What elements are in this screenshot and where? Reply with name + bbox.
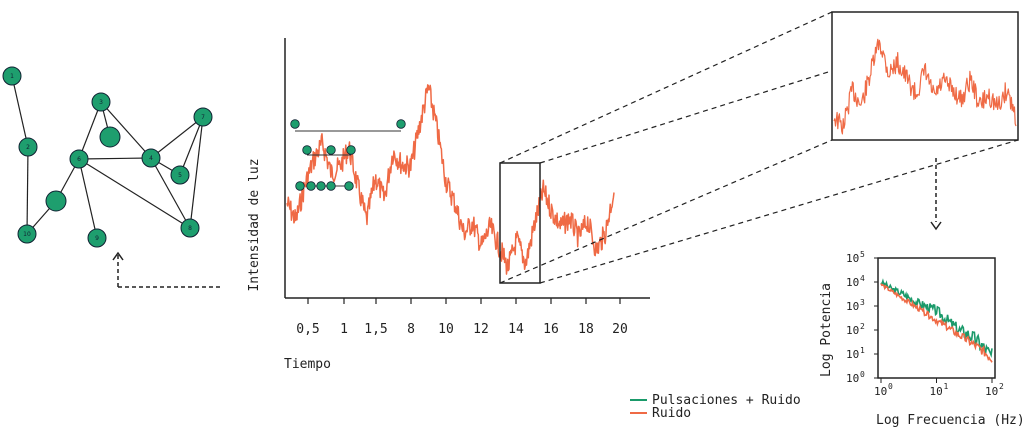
spike-marker — [326, 145, 336, 155]
network-edge — [26, 146, 29, 235]
network-node — [91, 92, 111, 112]
time-series-line — [286, 84, 615, 275]
x-tick-label: 0,5 — [296, 322, 319, 337]
network-node-label: 2 — [26, 144, 30, 151]
x-tick-label: 10 — [438, 322, 454, 337]
spectrum-frame — [877, 257, 996, 379]
x-tick-label: 20 — [612, 322, 628, 337]
spectrum-y-tick-label: 10 — [846, 276, 859, 289]
spectrum-y-tick-exp: 2 — [860, 322, 865, 331]
inset-down-arrowhead — [930, 221, 942, 231]
spectrum-y-tick-label: 10 — [846, 324, 859, 337]
network-node-label: 3 — [99, 99, 103, 106]
y-axis-label: Intensidad de luz — [247, 158, 262, 291]
network-edge — [100, 101, 152, 159]
x-tick-label: 16 — [543, 322, 559, 337]
network-edge — [179, 116, 204, 176]
network-link-arrowhead — [112, 251, 124, 261]
network-node — [193, 107, 213, 127]
spectrum-y-tick-label: 10 — [846, 348, 859, 361]
spectrum-x-label: Log Frecuencia (Hz) — [876, 413, 1024, 428]
network-edge — [78, 158, 191, 229]
spectrum-y-label: Log Potencia — [819, 283, 834, 377]
network-node-label: 10 — [23, 231, 31, 238]
spectrum-y-tick-label: 10 — [846, 300, 859, 313]
spectrum-x-tick-exp: 2 — [999, 382, 1004, 391]
network-edge — [78, 101, 102, 160]
x-tick-label: 12 — [473, 322, 489, 337]
network-node-label: 7 — [201, 114, 205, 121]
spike-markers — [290, 119, 406, 191]
zoom-inset-line — [833, 38, 1017, 135]
x-tick-label: 1 — [340, 322, 348, 337]
time-series-ticks: 0,5 1 1,5 8 10 12 14 16 18 20 — [296, 298, 628, 337]
network-node — [17, 224, 37, 244]
spike-marker — [346, 145, 356, 155]
x-tick-label: 8 — [407, 322, 415, 337]
legend-label: Pulsaciones + Ruido — [652, 393, 801, 408]
zoom-inset-frame — [831, 11, 1019, 141]
spike-marker — [302, 145, 312, 155]
network-node-label: 1 — [10, 73, 14, 80]
spike-marker — [290, 119, 300, 129]
network-edge — [150, 116, 204, 159]
network-graph: 1 2 10 3 6 9 4 5 7 8 — [2, 66, 213, 248]
x-tick-label: 1,5 — [364, 322, 387, 337]
x-axis-label: Tiempo — [284, 357, 331, 372]
zoom-selection-box — [499, 162, 541, 284]
network-node — [87, 228, 107, 248]
time-series-trace — [286, 84, 615, 275]
network-node — [99, 126, 121, 148]
network-node — [141, 148, 161, 168]
x-tick-label: 18 — [578, 322, 594, 337]
network-node-label: 8 — [188, 225, 192, 232]
spectrum-y-tick-exp: 5 — [860, 250, 865, 259]
spectrum-x-tick-exp: 0 — [888, 382, 893, 391]
network-node-label: 6 — [77, 156, 81, 163]
network-node — [2, 66, 22, 86]
spectrum-x-tick-label: 10 — [930, 385, 943, 398]
legend-label: Ruido — [652, 406, 691, 421]
spectrum-x-tick-label: 10 — [874, 385, 887, 398]
power-spectrum — [880, 278, 993, 363]
spectrum-y-tick-exp: 1 — [860, 346, 865, 355]
spike-marker — [396, 119, 406, 129]
spectrum-y-tick-label: 10 — [846, 372, 859, 385]
network-edge — [11, 75, 29, 148]
network-node — [18, 137, 38, 157]
spectrum-y-tick-exp: 4 — [860, 274, 865, 283]
spectrum-series — [880, 283, 993, 363]
network-node-label: 5 — [178, 172, 182, 179]
network-edge — [78, 157, 152, 160]
network-node — [170, 165, 190, 185]
spike-marker — [306, 181, 316, 191]
spike-marker — [344, 181, 354, 191]
network-edge — [189, 116, 204, 229]
zoom-inset-trace — [833, 38, 1017, 135]
spike-marker — [295, 181, 305, 191]
spectrum-series — [880, 278, 993, 359]
spectrum-y-tick-exp: 0 — [860, 370, 865, 379]
network-edge — [150, 157, 191, 229]
spectrum-x-tick-exp: 1 — [944, 382, 949, 391]
time-series-axes — [284, 38, 650, 299]
spectrum-x-tick-label: 10 — [985, 385, 998, 398]
network-node — [180, 218, 200, 238]
spectrum-y-tick-exp: 3 — [860, 298, 865, 307]
network-node — [69, 149, 89, 169]
network-node-label: 9 — [95, 235, 99, 242]
spectrum-ticks: 10 010 110 210 310 410 510 0 10 1 10 2 — [846, 250, 1004, 398]
network-node-label: 4 — [149, 155, 153, 162]
spike-marker — [316, 181, 326, 191]
x-tick-label: 14 — [508, 322, 524, 337]
network-node — [45, 190, 67, 212]
spectrum-y-tick-label: 10 — [846, 252, 859, 265]
spike-marker — [326, 181, 336, 191]
network-edge — [78, 158, 98, 239]
